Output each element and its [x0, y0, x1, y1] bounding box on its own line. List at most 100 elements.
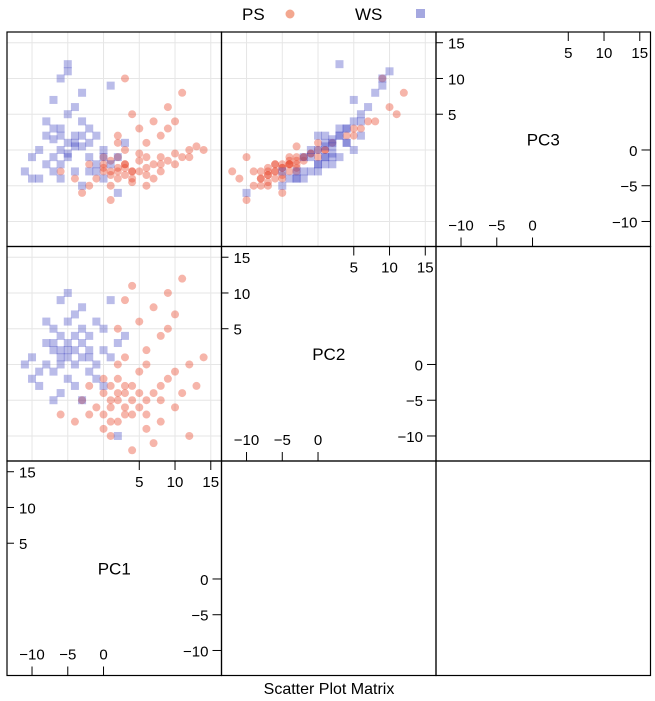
tick-label-right: −5: [406, 393, 423, 410]
point-ps: [142, 410, 151, 419]
point-ps: [85, 160, 94, 169]
tick-label-top: 5: [564, 45, 572, 62]
point-ps: [349, 124, 358, 133]
point-ps: [142, 360, 151, 369]
point-ps: [271, 167, 280, 176]
point-ps: [299, 153, 308, 162]
point-ps: [113, 131, 122, 140]
point-ps: [356, 124, 365, 133]
point-ws: [99, 381, 108, 390]
point-ws: [85, 167, 94, 176]
point-ws: [42, 360, 51, 369]
tick-label-right: 0: [629, 143, 637, 160]
tick-label-left: 5: [448, 107, 456, 124]
point-ws: [63, 374, 72, 383]
point-ws: [349, 95, 358, 104]
point-ps: [92, 174, 101, 183]
point-ws: [63, 339, 72, 348]
point-ws: [63, 60, 72, 69]
point-ps: [321, 145, 330, 154]
point-ps: [78, 396, 87, 405]
point-ws: [63, 288, 72, 297]
point-ws: [78, 396, 87, 405]
point-ps: [113, 417, 122, 426]
point-ws: [314, 167, 323, 176]
point-ps: [299, 156, 308, 165]
point-ps: [106, 171, 115, 179]
point-ws: [49, 95, 58, 104]
point-ws: [364, 103, 373, 112]
point-ps: [78, 188, 87, 197]
point-ws: [321, 138, 330, 147]
point-ps: [156, 167, 165, 176]
point-ws: [292, 167, 301, 176]
point-ws: [120, 138, 129, 147]
point-ws: [49, 153, 58, 162]
point-ps: [278, 163, 287, 172]
point-ws: [85, 124, 94, 133]
point-ws: [314, 160, 323, 169]
point-ws: [63, 149, 72, 158]
point-ps: [228, 167, 237, 176]
point-ws: [63, 138, 72, 147]
point-ps: [56, 167, 65, 176]
point-ps: [106, 167, 115, 176]
point-ps: [364, 117, 373, 126]
point-ws: [99, 324, 108, 333]
point-ps: [99, 163, 108, 172]
tick-label-bottom: −10: [234, 432, 259, 449]
point-ps: [149, 439, 158, 448]
point-ws: [342, 138, 351, 147]
point-ps: [185, 153, 194, 162]
point-ps: [263, 163, 272, 172]
point-ps: [120, 389, 129, 398]
point-ps: [106, 156, 115, 165]
point-ws: [120, 331, 129, 340]
point-ws: [92, 167, 101, 176]
point-ws: [49, 346, 58, 355]
point-ws: [49, 367, 58, 376]
point-ws: [70, 331, 79, 340]
point-ps: [321, 145, 330, 154]
point-ps: [142, 346, 151, 355]
point-ws: [56, 145, 65, 154]
point-ps: [185, 360, 194, 369]
point-ps: [263, 171, 272, 179]
point-ps: [285, 160, 294, 169]
point-ps: [156, 381, 165, 390]
point-ps: [156, 417, 165, 426]
point-ps: [85, 410, 94, 419]
point-ps: [306, 149, 315, 158]
point-ws: [78, 181, 87, 190]
point-ps: [328, 138, 337, 147]
point-ps: [163, 374, 172, 383]
point-ps: [314, 153, 323, 162]
point-ws: [56, 74, 65, 83]
tick-label-bottom: −5: [488, 218, 505, 235]
point-ws: [56, 389, 65, 398]
point-ws: [70, 360, 79, 369]
point-ws: [106, 81, 115, 90]
point-ps: [199, 145, 208, 154]
point-ws: [56, 131, 65, 140]
point-ws: [63, 317, 72, 326]
point-ps: [342, 131, 351, 140]
point-ws: [63, 346, 72, 355]
chart-title: Scatter Plot Matrix: [264, 681, 395, 698]
point-ws: [342, 124, 351, 133]
tick-label-left: 5: [19, 536, 27, 553]
point-ps: [99, 374, 108, 383]
tick-label-top: 5: [350, 260, 358, 277]
point-ws: [78, 88, 87, 97]
point-ps: [120, 403, 129, 412]
point-ws: [299, 167, 308, 176]
point-ps: [171, 310, 180, 319]
point-ps: [292, 156, 301, 165]
point-ps: [292, 142, 301, 151]
point-ws: [342, 138, 351, 147]
point-ws: [106, 160, 115, 169]
panel-border: [220, 460, 437, 677]
point-ps: [128, 396, 137, 405]
point-ws: [28, 174, 37, 183]
point-ws: [35, 381, 44, 390]
